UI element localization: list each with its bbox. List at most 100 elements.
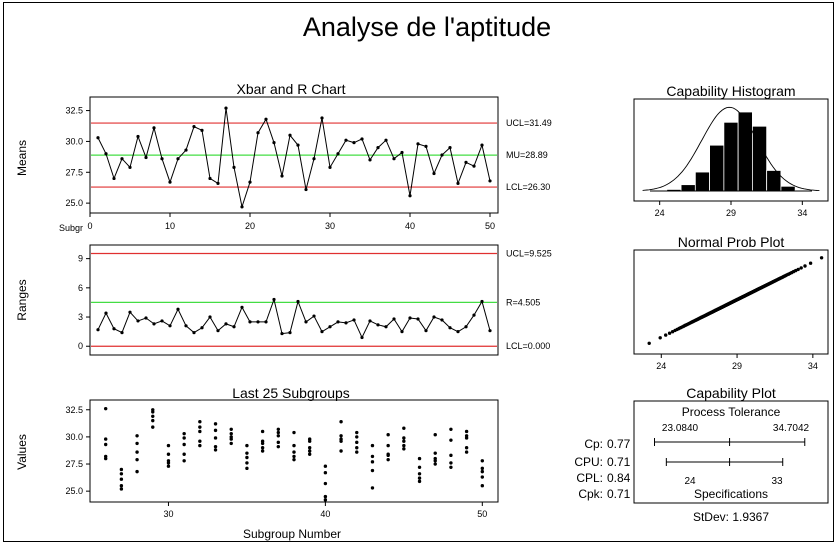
stdev-label: StDev: 1.9367	[693, 510, 769, 524]
normal-prob-point	[808, 261, 813, 265]
xbar-data-point	[384, 138, 388, 142]
subgroup-value-point	[433, 462, 437, 466]
xbar-data-point	[424, 144, 428, 148]
normal-prob-plot: 24 29 34	[647, 256, 824, 371]
values-y-tick-label: 25.0	[65, 486, 83, 496]
subgroup-value-point	[245, 461, 249, 465]
capability-plot	[653, 438, 806, 466]
normal-prob-point	[819, 256, 824, 260]
last-25-chart-frame	[89, 399, 499, 503]
subgroup-value-point	[433, 451, 437, 455]
subgroup-value-point	[213, 436, 218, 440]
histogram-bar	[723, 121, 739, 192]
xbar-data-point	[448, 145, 452, 150]
range-data-point	[200, 326, 204, 330]
tolerance-high-value: 34.7042	[773, 423, 810, 434]
subgroup-value-point	[245, 451, 249, 455]
subgroup-value-point	[119, 467, 124, 472]
npp-x-tick-label: 24	[656, 361, 666, 371]
range-data-point	[176, 307, 180, 311]
normal-prob-point	[664, 333, 668, 337]
xbar-data-point	[256, 131, 260, 135]
capability-plot-title: Capability Plot	[686, 385, 776, 401]
subgroup-value-point	[260, 449, 265, 453]
normal-prob-point	[796, 267, 800, 272]
range-y-tick-label: 9	[78, 254, 83, 264]
range-data-point	[168, 324, 172, 328]
subgroup-value-point	[402, 439, 406, 443]
range-data-point	[328, 325, 332, 329]
subgroup-x-tick-label: 30	[163, 509, 173, 519]
subgroup-value-point	[307, 449, 312, 453]
values-y-tick-label: 27.5	[65, 459, 83, 469]
subgroup-value-point	[417, 472, 422, 476]
xbar-x-tick-label: 30	[325, 221, 335, 231]
subgroup-value-point	[103, 442, 108, 447]
subgroup-value-point	[245, 466, 249, 471]
subgroup-value-point	[135, 469, 139, 474]
subgroup-value-point	[151, 414, 155, 418]
range-data-point	[216, 329, 220, 333]
subgroup-value-point	[323, 471, 328, 475]
subgroup-value-point	[229, 441, 233, 446]
range-data-point	[136, 319, 140, 323]
xbar-data-point	[400, 150, 404, 155]
values-y-tick-label: 30.0	[65, 432, 83, 442]
xbar-data-point	[464, 160, 468, 165]
subgroup-value-point	[449, 438, 453, 442]
xbar-data-point	[216, 181, 220, 185]
subgroup-value-point	[417, 476, 422, 480]
normal-prob-plot-frame	[633, 249, 829, 355]
range-data-point	[392, 317, 396, 321]
subgroup-value-point	[480, 459, 485, 463]
xbar-data-point	[248, 180, 252, 184]
xbar-data-point	[208, 176, 212, 181]
xbar-data-point	[416, 142, 420, 146]
xbar-x-tick-label: 50	[485, 221, 495, 231]
xbar-data-point	[456, 181, 460, 185]
histogram-bar	[709, 144, 725, 192]
subgroup-value-point	[135, 441, 139, 446]
xbar-x-tick-label: 10	[165, 221, 175, 231]
subgroup-value-point	[417, 456, 422, 461]
xbar-data-point	[232, 165, 236, 169]
subgroup-value-point	[213, 444, 218, 449]
subgroup-value-point	[119, 477, 124, 481]
range-data-point	[400, 330, 404, 334]
subgroup-value-point	[135, 450, 139, 454]
capability-stats: Cp: 0.77 CPU: 0.71 CPL: 0.84 Cpk: 0.71	[574, 437, 630, 501]
subgroup-value-point	[182, 436, 186, 440]
subgroup-value-point	[260, 441, 265, 446]
xbar-data-point	[200, 128, 204, 132]
subgroup-value-point	[323, 481, 328, 486]
subgroup-value-point	[402, 447, 406, 451]
subgroup-value-point	[449, 465, 453, 469]
subgroup-value-point	[480, 469, 485, 474]
xbar-x-tick-label: 40	[405, 221, 415, 231]
histogram-normal-curve	[642, 106, 820, 192]
histogram-x-tick-label: 29	[726, 208, 736, 218]
tolerance-low-value: 23.0840	[662, 423, 699, 434]
xbar-data-point	[160, 157, 164, 161]
range-data-point	[256, 320, 260, 324]
range-data-point	[360, 335, 364, 340]
subgroup-value-point	[229, 437, 233, 441]
range-data-point	[488, 329, 492, 333]
subgroup-value-point	[166, 443, 171, 448]
xbar-data-point	[184, 148, 188, 152]
range-y-tick-label: 3	[78, 312, 83, 322]
subgroup-value-point	[151, 418, 155, 423]
subgroup-value-point	[198, 439, 202, 443]
xbar-data-point	[120, 157, 124, 161]
subgroup-value-point	[182, 459, 186, 463]
subgroup-value-point	[480, 475, 485, 479]
range-data-point	[368, 319, 372, 323]
subgroup-value-point	[198, 425, 202, 429]
subgroup-value-point	[386, 457, 390, 462]
subgroup-value-point	[135, 457, 139, 462]
subgroup-value-point	[402, 426, 406, 430]
range-data-point	[440, 318, 444, 322]
subgroup-value-point	[198, 429, 202, 434]
range-data-point	[408, 316, 412, 320]
